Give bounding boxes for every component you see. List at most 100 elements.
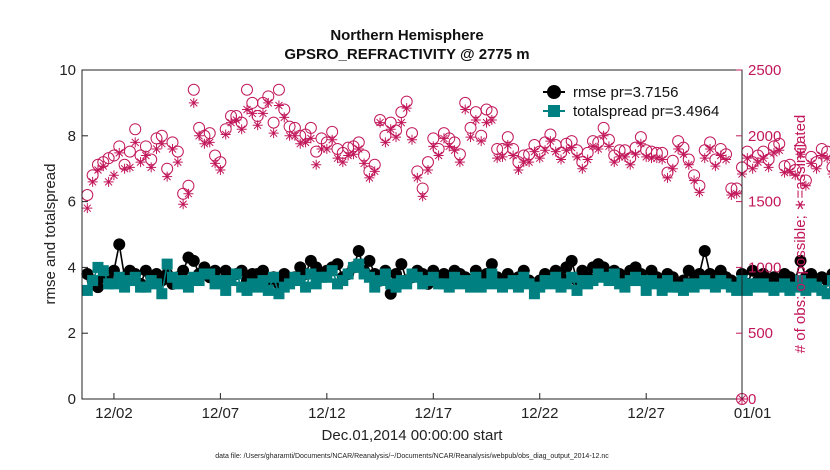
totalspread-point xyxy=(81,284,93,296)
assimilated-point xyxy=(108,170,119,181)
totalspread-point xyxy=(534,281,546,293)
assimilated-point xyxy=(667,163,678,174)
totalspread-point xyxy=(204,268,216,280)
totalspread-point xyxy=(587,275,599,287)
assimilated-point xyxy=(614,151,625,162)
assimilated-point xyxy=(210,158,221,169)
y-right-tick-label-500: 500 xyxy=(748,325,773,342)
totalspread-point xyxy=(800,284,812,296)
assimilated-point xyxy=(497,151,508,162)
totalspread-point xyxy=(252,281,264,293)
assimilated-point xyxy=(678,149,689,160)
assimilated-point xyxy=(790,170,801,181)
assimilated-point xyxy=(699,153,710,164)
assimilated-point xyxy=(401,103,412,114)
legend-totalspread-label: totalspread pr=3.4964 xyxy=(573,103,719,120)
totalspread-point xyxy=(321,271,333,283)
assimilated-point xyxy=(534,153,545,164)
totalspread-point xyxy=(182,281,194,293)
totalspread-point xyxy=(821,288,830,300)
totalspread-point xyxy=(401,278,413,290)
assimilated-point xyxy=(385,124,396,135)
totalspread-point xyxy=(342,268,354,280)
assimilated-point xyxy=(428,141,439,152)
assimilated-point xyxy=(758,153,769,164)
assimilated-point xyxy=(784,166,795,177)
totalspread-point xyxy=(481,278,493,290)
assimilated-point xyxy=(603,141,614,152)
assimilated-point xyxy=(311,159,322,170)
x-tick-label-12-07: 12/07 xyxy=(202,405,240,422)
assimilated-point xyxy=(566,142,577,153)
totalspread-point xyxy=(518,271,530,283)
y-axis-right: 0 500 1000 1500 2000 2500 xyxy=(736,62,781,408)
assimilated-point xyxy=(353,143,364,154)
possible-point xyxy=(267,116,280,129)
rmse-point xyxy=(794,254,807,267)
assimilated-point xyxy=(375,117,386,128)
assimilated-point xyxy=(172,157,183,168)
totalspread-point xyxy=(214,275,226,287)
totalspread-point xyxy=(741,284,753,296)
assimilated-point xyxy=(305,133,316,144)
assimilated-point xyxy=(816,150,827,161)
totalspread-point xyxy=(284,278,296,290)
possible-point xyxy=(123,145,136,158)
y-tick-label-8: 8 xyxy=(68,128,76,145)
assimilated-point xyxy=(204,137,215,148)
totalspread-point xyxy=(305,268,317,280)
assimilated-point xyxy=(763,162,774,173)
assimilated-point xyxy=(513,165,524,176)
totalspread-point xyxy=(294,275,306,287)
assimilated-point xyxy=(619,151,630,162)
assimilated-point xyxy=(417,191,428,202)
assimilated-point xyxy=(162,171,173,182)
assimilated-point xyxy=(646,153,657,164)
assimilated-point xyxy=(694,187,705,198)
plot-frame xyxy=(81,69,743,400)
assimilated-point xyxy=(242,104,252,115)
possible-point xyxy=(272,83,285,96)
assimilated-point xyxy=(806,158,817,169)
totalspread-point xyxy=(640,284,652,296)
assimilated-point xyxy=(721,154,732,165)
totalspread-point xyxy=(449,271,461,283)
x-tick-label-12-22: 12/22 xyxy=(521,405,559,422)
totalspread-point xyxy=(465,281,477,293)
y-right-tick-label-0: 0 xyxy=(748,391,756,408)
totalspread-point xyxy=(225,275,237,287)
assimilated-point xyxy=(273,100,284,111)
totalspread-point xyxy=(507,275,519,287)
y-tick-label-4: 4 xyxy=(68,259,76,276)
assimilated-point xyxy=(247,108,258,119)
totalspread-point xyxy=(337,275,349,287)
assimilated-point xyxy=(391,132,402,143)
x-tick-label-12-17: 12/17 xyxy=(415,405,453,422)
assimilated-point xyxy=(587,141,598,152)
totalspread-point xyxy=(161,258,173,270)
assimilated-point xyxy=(572,151,582,162)
assimilated-point xyxy=(92,165,103,176)
totalspread-point xyxy=(544,278,556,290)
rmse-point xyxy=(565,254,578,267)
assimilated-point xyxy=(598,130,609,141)
assimilated-point xyxy=(316,143,327,154)
assimilated-point xyxy=(199,138,210,149)
assimilated-point xyxy=(300,137,311,148)
assimilated-point xyxy=(540,145,551,156)
totalspread-point xyxy=(512,281,524,293)
assimilated-point xyxy=(481,117,492,128)
possible-point xyxy=(150,132,163,145)
assimilated-point xyxy=(641,151,652,162)
assimilated-point xyxy=(337,157,348,168)
assimilated-point xyxy=(795,149,806,160)
totalspread-point xyxy=(651,278,663,290)
rmse-point xyxy=(187,254,200,267)
assimilated-point xyxy=(140,150,151,161)
assimilated-point xyxy=(215,165,226,176)
possible-point xyxy=(102,152,115,165)
assimilated-point xyxy=(433,150,444,161)
rmse-point xyxy=(395,258,408,271)
assimilated-point xyxy=(529,146,540,157)
totalspread-point xyxy=(470,271,482,283)
